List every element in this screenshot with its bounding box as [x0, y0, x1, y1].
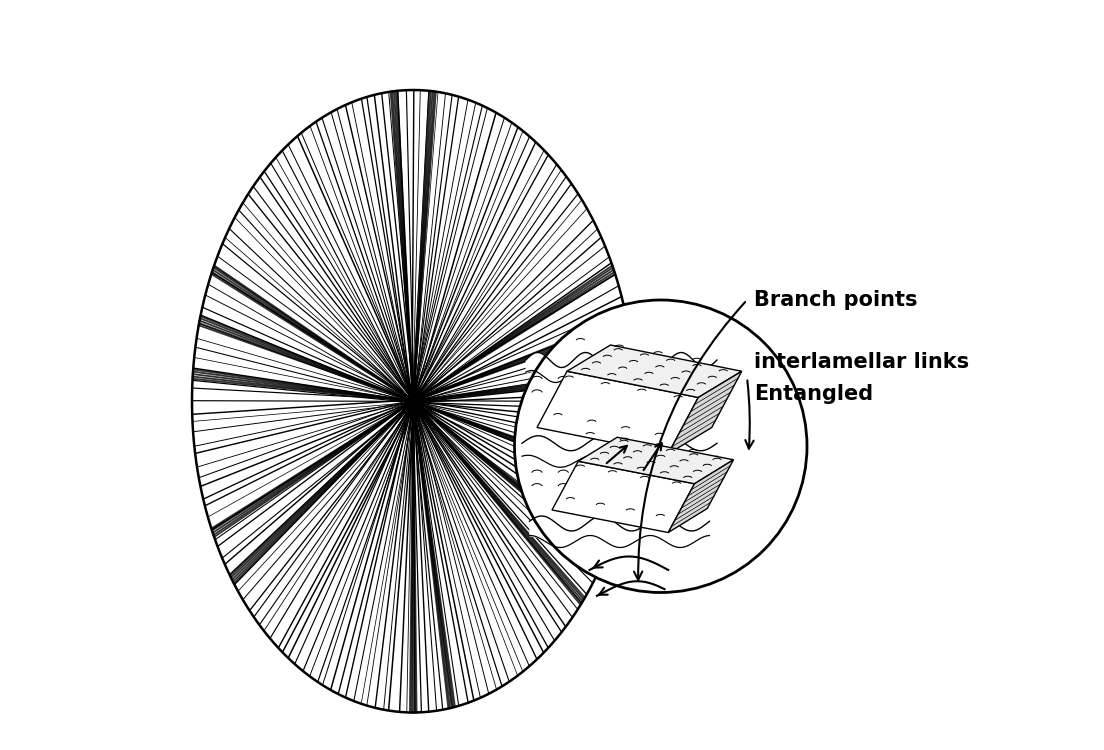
Polygon shape: [552, 461, 694, 532]
Polygon shape: [578, 437, 733, 484]
Polygon shape: [668, 460, 733, 532]
Circle shape: [514, 300, 807, 592]
Polygon shape: [567, 345, 742, 398]
Polygon shape: [668, 371, 742, 454]
Text: Entangled: Entangled: [754, 384, 873, 404]
Text: Branch points: Branch points: [754, 290, 919, 310]
Polygon shape: [537, 371, 698, 454]
Circle shape: [407, 395, 420, 407]
Text: interlamellar links: interlamellar links: [754, 352, 969, 371]
